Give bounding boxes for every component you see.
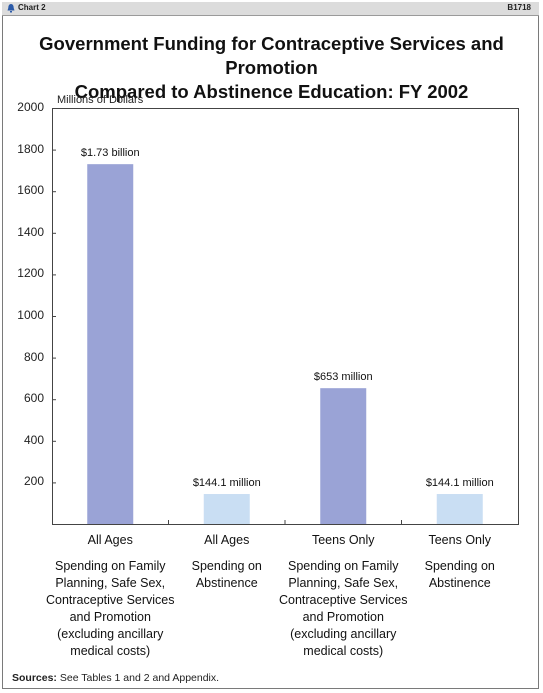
- bar-value-label: $653 million: [313, 371, 373, 384]
- description-line: (excluding ancillary: [290, 627, 397, 641]
- description-line: Spending on: [191, 559, 262, 573]
- y-tick-label: 1800: [17, 141, 44, 156]
- description-line: medical costs): [70, 644, 151, 658]
- description-line: Abstinence: [195, 576, 258, 590]
- sources-note: Sources: See Tables 1 and 2 and Appendix…: [12, 672, 219, 684]
- sources-label: Sources:: [12, 672, 57, 684]
- description-line: (excluding ancillary: [57, 627, 164, 641]
- description-line: Planning, Safe Sex,: [55, 576, 166, 590]
- y-tick-label: 200: [23, 474, 44, 489]
- description-line: Abstinence: [428, 576, 491, 590]
- plot-area: [52, 108, 519, 525]
- bell-logo-icon: [7, 4, 15, 13]
- y-tick-label: 600: [23, 391, 44, 406]
- bar-1: [87, 164, 134, 524]
- description-line: and Promotion: [302, 610, 384, 624]
- category-label: All Ages: [204, 533, 250, 547]
- bar-value-label: $144.1 million: [425, 477, 494, 490]
- category-description: Spending on Family Planning, Safe Sex, Con…: [268, 558, 418, 660]
- title-line-2: Compared to Abstinence Education: FY 200…: [74, 81, 469, 102]
- y-tick-label: 2000: [17, 100, 44, 114]
- bar-value-label: $1.73 billion: [80, 147, 140, 160]
- header-bar: [2, 2, 539, 16]
- description-line: Contraceptive Services: [45, 593, 175, 607]
- y-tick-label: 400: [23, 432, 44, 447]
- bar-4: [436, 494, 483, 524]
- description-line: Spending on Family: [288, 559, 399, 573]
- bar-value-label: $144.1 million: [192, 477, 261, 490]
- description-line: Planning, Safe Sex,: [288, 576, 399, 590]
- category-description: Spending on Family Planning, Safe Sex, Con…: [35, 558, 185, 660]
- y-axis-label: Millions of Dollars: [57, 94, 144, 106]
- bar-3: [320, 388, 367, 524]
- category-label: Teens Only: [428, 533, 492, 547]
- chart-title: Government Funding for Contraceptive Ser…: [0, 32, 543, 104]
- y-tick-label: 1000: [17, 308, 44, 322]
- bar-2: [203, 494, 250, 524]
- category-description: Spending on Abstinence: [152, 558, 302, 592]
- chart-number-label: Chart 2: [18, 3, 46, 12]
- description-line: medical costs): [303, 644, 384, 658]
- y-tick-label: 800: [23, 349, 44, 364]
- description-line: and Promotion: [69, 610, 151, 624]
- chart-id-label: B1718: [507, 3, 531, 12]
- description-line: Contraceptive Services: [278, 593, 408, 607]
- sources-text: See Tables 1 and 2 and Appendix.: [59, 672, 220, 684]
- category-description: Spending on Abstinence: [385, 558, 535, 592]
- category-label: Teens Only: [311, 533, 375, 547]
- description-line: Spending on Family: [55, 559, 166, 573]
- title-line-1: Government Funding for Contraceptive Ser…: [39, 33, 504, 78]
- y-tick-label: 1600: [17, 183, 44, 198]
- description-line: Spending on: [424, 559, 495, 573]
- category-label: All Ages: [87, 533, 133, 547]
- y-tick-label: 1400: [17, 224, 44, 239]
- y-tick-label: 1200: [17, 266, 44, 281]
